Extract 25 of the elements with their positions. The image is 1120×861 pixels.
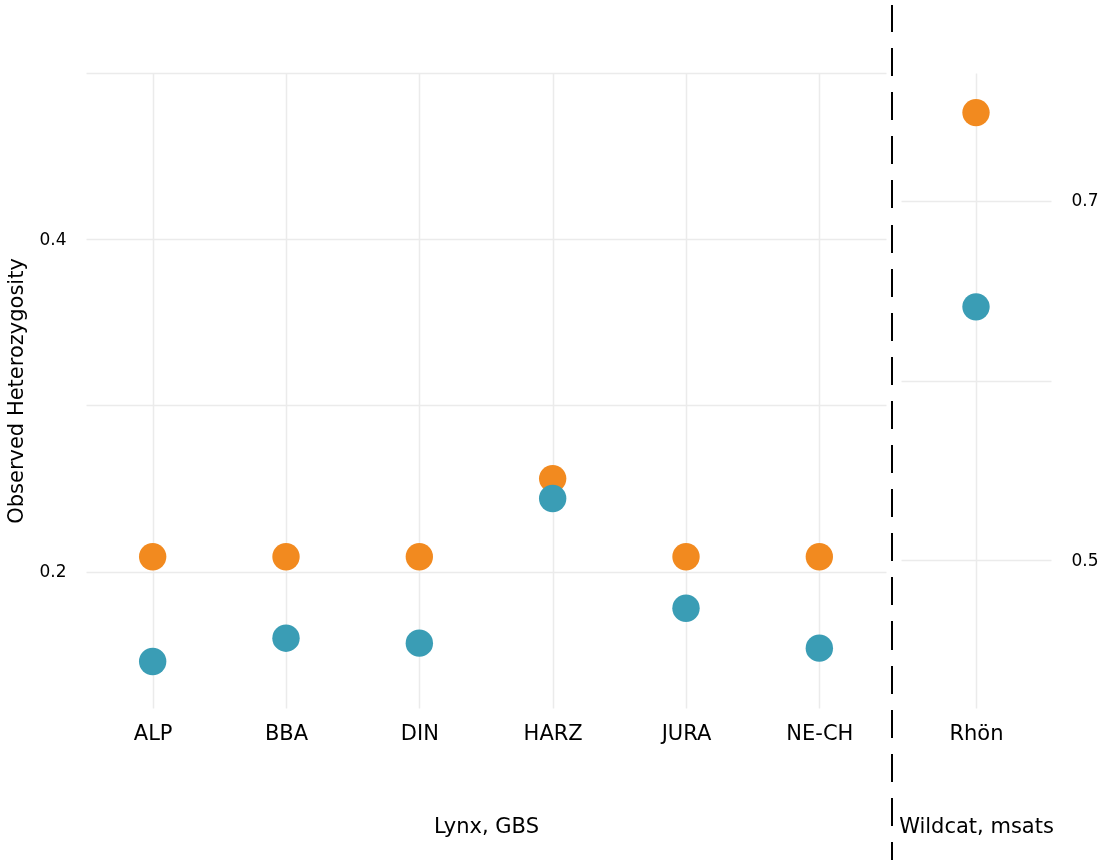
point: [138, 647, 167, 676]
x-tick-label: Rhön: [949, 720, 1004, 745]
point: [672, 594, 700, 622]
y-tick-label: 0.5: [1071, 549, 1099, 570]
point: [272, 624, 300, 652]
x-tick-label: NE-CH: [786, 720, 854, 745]
point: [538, 484, 567, 513]
x-tick-label: BBA: [264, 720, 309, 745]
x-tick-label: JURA: [659, 720, 712, 745]
x-tick-label: DIN: [400, 720, 439, 745]
point: [405, 629, 434, 657]
y-tick-label: 0.2: [39, 561, 67, 582]
point: [138, 543, 167, 571]
y-tick-label: 0.7: [1071, 190, 1099, 211]
y-tick-label: 0.4: [39, 228, 67, 249]
x-tick-label: HARZ: [523, 720, 583, 745]
y-axis-title: Observed Heterozygosity: [4, 258, 29, 524]
x-tick-label: ALP: [133, 720, 173, 745]
point: [805, 543, 834, 571]
x-axis-title: Wildcat, msats: [899, 813, 1054, 838]
point: [405, 543, 434, 571]
x-axis-title: Lynx, GBS: [434, 813, 539, 838]
point: [272, 543, 300, 571]
point: [805, 634, 834, 662]
point: [672, 543, 700, 571]
